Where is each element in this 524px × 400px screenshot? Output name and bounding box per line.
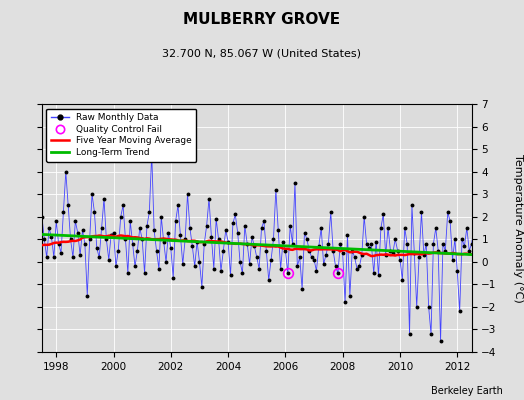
Legend: Raw Monthly Data, Quality Control Fail, Five Year Moving Average, Long-Term Tren: Raw Monthly Data, Quality Control Fail, … bbox=[47, 108, 196, 162]
Text: Berkeley Earth: Berkeley Earth bbox=[431, 386, 503, 396]
Text: MULBERRY GROVE: MULBERRY GROVE bbox=[183, 12, 341, 27]
Y-axis label: Temperature Anomaly (°C): Temperature Anomaly (°C) bbox=[514, 154, 523, 302]
Text: 32.700 N, 85.067 W (United States): 32.700 N, 85.067 W (United States) bbox=[162, 48, 362, 58]
